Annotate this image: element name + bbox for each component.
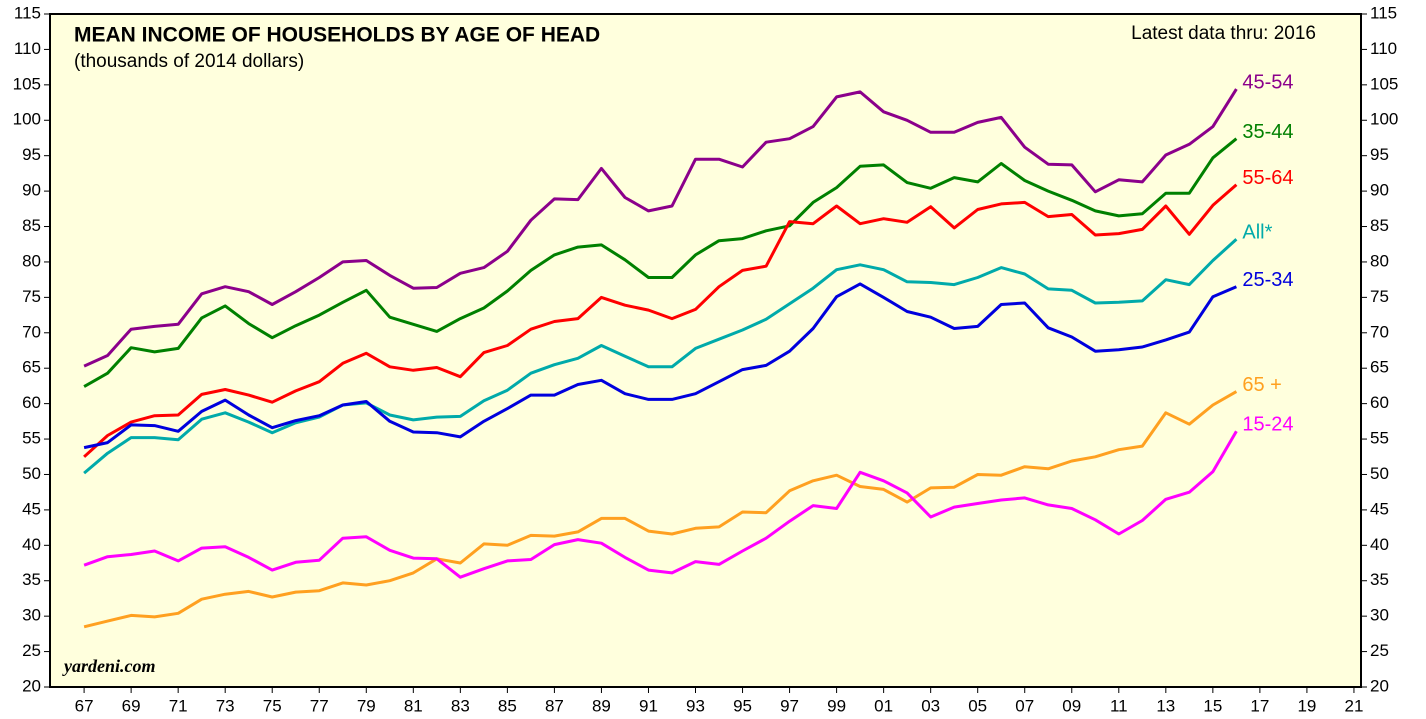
y2-tick-label: 35 (1370, 570, 1389, 589)
series-line (83, 88, 1238, 368)
y2-tick-label: 20 (1370, 676, 1389, 695)
y2-tick-label: 105 (1370, 74, 1398, 93)
x-tick-label: 99 (827, 696, 846, 715)
y2-tick-label: 85 (1370, 216, 1389, 235)
y2-tick-label: 95 (1370, 145, 1389, 164)
y-tick-label: 50 (22, 464, 41, 483)
y2-tick-label: 40 (1370, 535, 1389, 554)
y2-tick-label: 65 (1370, 358, 1389, 377)
y-tick-label: 45 (22, 499, 41, 518)
y2-tick-label: 75 (1370, 287, 1389, 306)
x-tick-label: 69 (122, 696, 141, 715)
series-label: 15-24 (1242, 414, 1293, 436)
chart-title: MEAN INCOME OF HOUSEHOLDS BY AGE OF HEAD (74, 24, 600, 47)
x-tick-label: 89 (592, 696, 611, 715)
x-tick-label: 83 (451, 696, 470, 715)
series-label: All* (1242, 222, 1272, 244)
x-tick-label: 79 (357, 696, 376, 715)
x-tick-label: 71 (169, 696, 188, 715)
y-tick-label: 70 (22, 322, 41, 341)
series-label: 55-64 (1242, 167, 1293, 189)
x-tick-label: 13 (1156, 696, 1175, 715)
plot-area (49, 13, 1362, 688)
y-tick-label: 65 (22, 358, 41, 377)
series-label: 35-44 (1242, 121, 1293, 143)
y-tick-label: 30 (22, 606, 41, 625)
y2-tick-label: 90 (1370, 181, 1389, 200)
x-tick-label: 67 (75, 696, 94, 715)
chart-subtitle: (thousands of 2014 dollars) (74, 51, 304, 72)
series-line (83, 430, 1238, 579)
x-tick-label: 95 (733, 696, 752, 715)
y-tick-label: 100 (13, 110, 41, 129)
x-tick-label: 81 (404, 696, 423, 715)
x-tick-label: 21 (1344, 696, 1363, 715)
x-tick-label: 05 (968, 696, 987, 715)
x-tick-label: 09 (1062, 696, 1081, 715)
x-tick-label: 77 (310, 696, 329, 715)
series-line (83, 137, 1238, 388)
y2-tick-label: 30 (1370, 606, 1389, 625)
x-tick-label: 73 (216, 696, 235, 715)
y-tick-label: 115 (14, 3, 41, 22)
y2-tick-label: 50 (1370, 464, 1389, 483)
x-tick-label: 15 (1203, 696, 1222, 715)
y-tick-label: 105 (13, 74, 41, 93)
x-tick-label: 19 (1297, 696, 1316, 715)
y-tick-label: 85 (22, 216, 41, 235)
y-tick-label: 80 (22, 251, 41, 270)
x-tick-label: 75 (263, 696, 282, 715)
y2-tick-label: 55 (1370, 429, 1389, 448)
y-tick-label: 75 (22, 287, 41, 306)
x-tick-label: 91 (639, 696, 658, 715)
y-tick-label: 90 (22, 181, 41, 200)
x-tick-label: 97 (780, 696, 799, 715)
y2-tick-label: 115 (1370, 3, 1397, 22)
y-tick-label: 95 (22, 145, 41, 164)
x-tick-label: 17 (1250, 696, 1269, 715)
y2-tick-label: 60 (1370, 393, 1389, 412)
x-tick-label: 11 (1110, 696, 1128, 715)
y-tick-label: 55 (22, 429, 41, 448)
series-line (83, 390, 1238, 629)
x-tick-label: 01 (874, 696, 893, 715)
y-tick-label: 20 (22, 676, 41, 695)
y2-tick-label: 25 (1370, 641, 1389, 660)
series-label: 45-54 (1242, 71, 1293, 93)
x-tick-label: 87 (545, 696, 564, 715)
x-tick-label: 93 (686, 696, 705, 715)
series-line (83, 238, 1238, 475)
y-tick-label: 25 (22, 641, 41, 660)
series-line (83, 183, 1238, 458)
series-label: 25-34 (1242, 269, 1293, 291)
y-tick-label: 40 (22, 535, 41, 554)
series-line (83, 282, 1237, 450)
source: yardeni.com (62, 656, 156, 676)
y2-tick-label: 70 (1370, 322, 1389, 341)
x-tick-label: 85 (498, 696, 517, 715)
y2-tick-label: 45 (1370, 499, 1389, 518)
y-tick-label: 60 (22, 393, 41, 412)
x-tick-label: 07 (1015, 696, 1034, 715)
y2-tick-label: 100 (1370, 110, 1398, 129)
annotation: Latest data thru: 2016 (1131, 23, 1316, 44)
y2-tick-label: 110 (1370, 39, 1397, 58)
y2-tick-label: 80 (1370, 251, 1389, 270)
x-tick-label: 03 (921, 696, 940, 715)
series-label: 65 + (1242, 374, 1281, 396)
y-tick-label: 35 (22, 570, 41, 589)
y-tick-label: 110 (14, 39, 41, 58)
